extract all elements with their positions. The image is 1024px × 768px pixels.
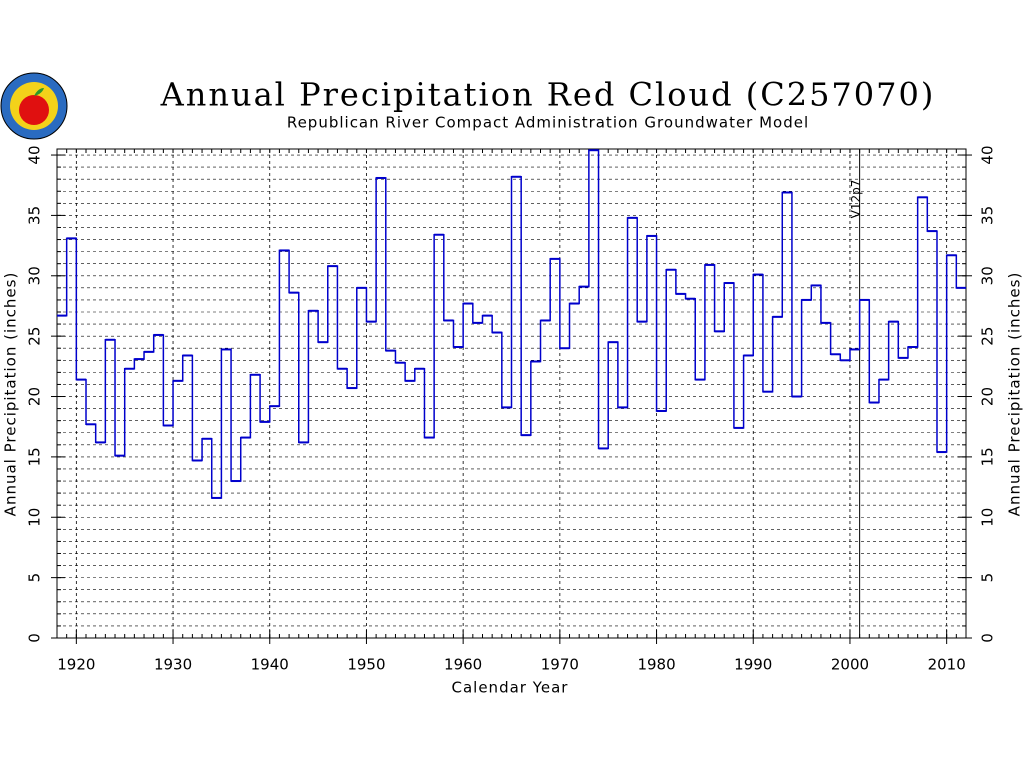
x-tick-label: 1990 — [734, 656, 772, 674]
step-connector — [57, 149, 966, 499]
y-tick-label: 40 — [26, 145, 44, 164]
y-tick-label: 30 — [26, 266, 44, 285]
y2-tick-label: 10 — [979, 508, 997, 527]
x-tick-label: 1950 — [347, 656, 385, 674]
y2-tick-label: 35 — [979, 206, 997, 225]
y2-tick-label: 0 — [979, 633, 997, 643]
y-tick-label: 20 — [26, 387, 44, 406]
chart-subtitle: Republican River Compact Administration … — [287, 114, 809, 132]
y2-tick-label: 30 — [979, 266, 997, 285]
x-tick-label: 1980 — [637, 656, 675, 674]
y2-tick-label: 5 — [979, 573, 997, 583]
y-axis-label: Annual Precipitation (inches) — [2, 272, 20, 517]
x-tick-label: 2000 — [831, 656, 869, 674]
y2-tick-label: 40 — [979, 145, 997, 164]
x-tick-label: 1920 — [57, 656, 95, 674]
y2-tick-label: 20 — [979, 387, 997, 406]
y-tick-label: 5 — [26, 573, 44, 583]
y2-tick-label: 25 — [979, 327, 997, 346]
x-tick-label: 2010 — [928, 656, 966, 674]
x-axis-label: Calendar Year — [452, 679, 569, 697]
x-tick-label: 1940 — [251, 656, 289, 674]
x-tick-label: 1960 — [444, 656, 482, 674]
y-tick-label: 0 — [26, 633, 44, 643]
y-tick-label: 15 — [26, 447, 44, 466]
annotation-label: V12p7 — [849, 180, 863, 219]
logo — [0, 72, 68, 140]
y-tick-label: 25 — [26, 327, 44, 346]
y2-tick-label: 15 — [979, 447, 997, 466]
x-tick-label: 1930 — [154, 656, 192, 674]
chart-title: Annual Precipitation Red Cloud (C257070) — [160, 76, 936, 114]
x-tick-label: 1970 — [541, 656, 579, 674]
y-tick-label: 35 — [26, 206, 44, 225]
y2-axis-label: Annual Precipitation (inches) — [1006, 272, 1024, 517]
y-tick-label: 10 — [26, 508, 44, 527]
plot-frame — [56, 148, 967, 639]
